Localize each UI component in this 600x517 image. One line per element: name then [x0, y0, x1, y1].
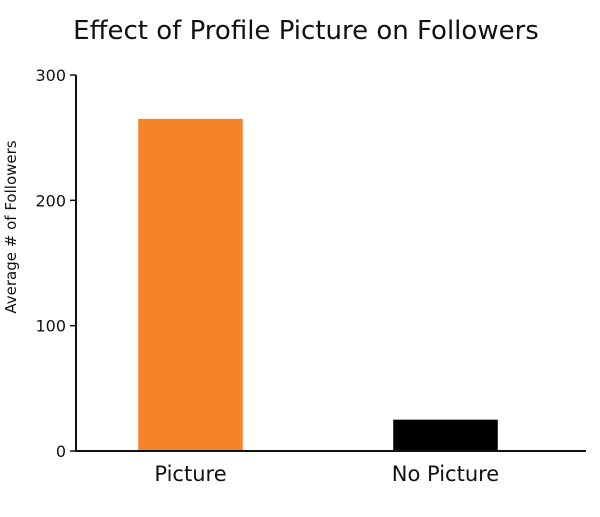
x-tick-label: Picture [154, 462, 226, 486]
bar-no-picture [393, 419, 498, 451]
y-ticks: 0 100 200 300 [35, 66, 76, 461]
y-tick-label: 200 [35, 191, 66, 210]
y-tick-label: 300 [35, 66, 66, 85]
bars [138, 118, 498, 451]
x-tick-labels: Picture No Picture [154, 462, 499, 486]
chart-title: Effect of Profile Picture on Followers [73, 16, 539, 46]
y-tick-label: 0 [56, 442, 66, 461]
bar-picture [138, 118, 243, 451]
y-tick-label: 100 [35, 317, 66, 336]
x-tick-label: No Picture [392, 462, 499, 486]
y-axis-label: Average # of Followers [2, 140, 20, 313]
